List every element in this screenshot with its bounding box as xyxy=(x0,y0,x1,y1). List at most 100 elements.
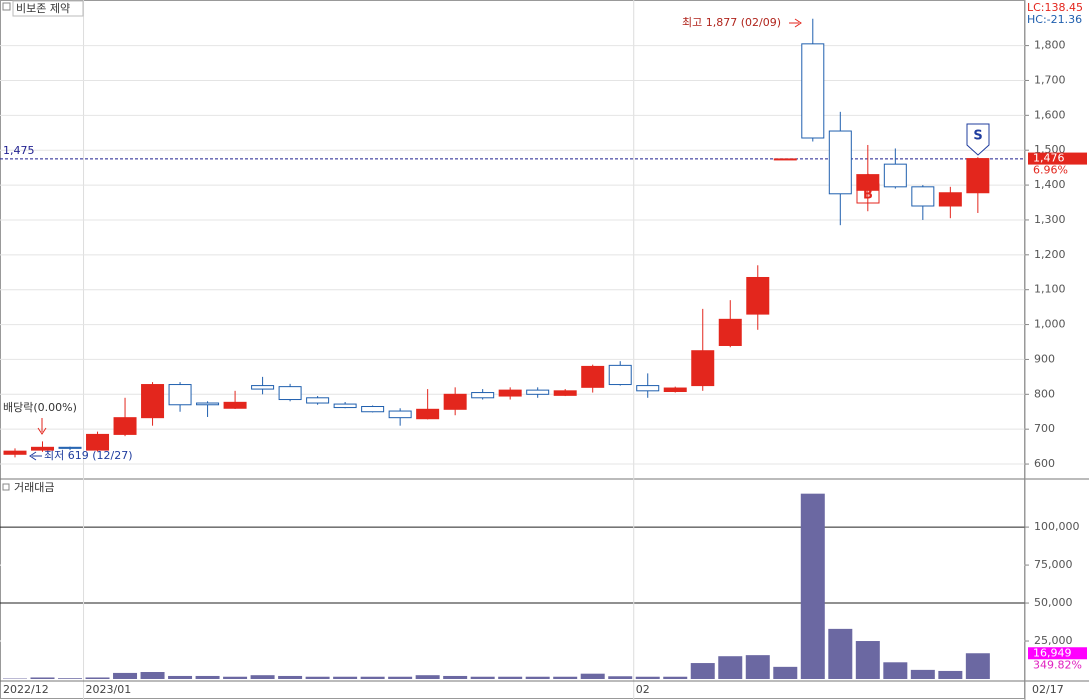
bar xyxy=(690,663,715,679)
arrow xyxy=(37,418,47,435)
candle-body xyxy=(141,384,165,419)
bar xyxy=(223,676,248,679)
bar xyxy=(718,656,743,679)
candle-body xyxy=(3,450,27,455)
candle-body xyxy=(196,402,220,406)
bar xyxy=(58,678,83,679)
bar xyxy=(168,675,193,679)
y-tick-label: 1,300 xyxy=(1034,213,1066,226)
bar xyxy=(140,672,165,679)
bar xyxy=(360,676,385,679)
candle-body xyxy=(718,318,742,346)
candle-body xyxy=(883,163,907,188)
x-tick-label: 2022/12 xyxy=(3,683,49,696)
y-tick-label: 50,000 xyxy=(1034,596,1073,609)
y-tick-label: 75,000 xyxy=(1034,558,1073,571)
panel-title: 거래대금 xyxy=(14,481,54,494)
candle-body xyxy=(416,408,440,420)
candle-body xyxy=(691,350,715,387)
candle-body xyxy=(333,403,357,409)
bar xyxy=(388,676,413,679)
change-label: 349.82% xyxy=(1033,658,1082,671)
candle-body xyxy=(361,406,385,413)
last-value-tag xyxy=(1028,647,1087,660)
bar xyxy=(855,641,880,679)
candle-body xyxy=(966,158,990,194)
bar xyxy=(938,670,963,679)
bar xyxy=(800,493,825,679)
y-tick-label: 1,100 xyxy=(1034,283,1066,296)
bar xyxy=(195,675,220,679)
bar xyxy=(278,675,303,679)
reference-label: 1,475 xyxy=(3,144,35,157)
y-tick-label: 1,800 xyxy=(1034,39,1066,52)
bar xyxy=(910,669,935,679)
bar xyxy=(415,675,440,679)
bar xyxy=(305,676,330,679)
candle-body xyxy=(856,174,880,191)
y-tick-label: 600 xyxy=(1034,457,1055,470)
bar xyxy=(883,662,908,679)
bar xyxy=(85,677,110,679)
candle-body xyxy=(581,365,605,388)
y-tick-label: 1,600 xyxy=(1034,108,1066,121)
candle-body xyxy=(278,386,302,401)
bar xyxy=(553,676,578,679)
candle-body xyxy=(746,276,770,315)
title-box xyxy=(12,0,84,17)
bar xyxy=(113,672,138,679)
sell-marker xyxy=(966,123,990,156)
bar xyxy=(965,653,990,679)
candle-body xyxy=(251,385,275,390)
candle-body xyxy=(801,43,825,139)
candle-body xyxy=(113,417,137,435)
bar xyxy=(525,676,550,679)
y-tick-label: 1,200 xyxy=(1034,248,1066,261)
bar xyxy=(773,666,798,679)
plot-frame xyxy=(0,0,1025,699)
y-tick-label: 800 xyxy=(1034,387,1055,400)
bar xyxy=(745,655,770,679)
candle-body xyxy=(31,446,55,451)
bar xyxy=(663,676,688,679)
icon xyxy=(2,483,10,491)
candle-body xyxy=(911,186,935,207)
x-tick-label: 02 xyxy=(636,683,650,696)
bar xyxy=(333,676,358,679)
hc-label: HC:-21.36 xyxy=(1027,13,1082,26)
candle-body xyxy=(526,389,550,395)
candle-body xyxy=(663,387,687,393)
y-tick-label: 700 xyxy=(1034,422,1055,435)
y-tick-label: 1,700 xyxy=(1034,73,1066,86)
candle-body xyxy=(58,446,82,449)
candle-body xyxy=(443,393,467,410)
y-tick-label: 100,000 xyxy=(1034,520,1080,533)
annotation: 배당락(0.00%) xyxy=(3,401,77,414)
sell-label: S xyxy=(973,129,982,144)
candle-body xyxy=(608,364,632,386)
bar xyxy=(443,675,468,679)
lc-label: LC:138.45 xyxy=(1027,1,1083,14)
candle-body xyxy=(636,385,660,392)
bar xyxy=(635,676,660,679)
bar xyxy=(30,677,55,679)
arrow xyxy=(29,451,42,461)
candle-body xyxy=(938,192,962,207)
candle-body xyxy=(828,130,852,195)
y-tick-label: 1,400 xyxy=(1034,178,1066,191)
arrow xyxy=(789,18,802,28)
x-tick-label: 02/17 xyxy=(1032,683,1064,696)
candle-body xyxy=(86,433,110,451)
chart-title: 비보존 제약 xyxy=(16,1,70,15)
candle-body xyxy=(306,397,330,404)
candle-body xyxy=(168,384,192,406)
bar xyxy=(608,676,633,679)
y-tick-label: 1,000 xyxy=(1034,318,1066,331)
candle-body xyxy=(553,390,577,396)
candle-body xyxy=(471,392,495,399)
candle-body xyxy=(498,389,522,397)
last-price-label: 1,476 xyxy=(1033,152,1065,165)
candle-body xyxy=(773,158,797,161)
bar xyxy=(580,673,605,679)
